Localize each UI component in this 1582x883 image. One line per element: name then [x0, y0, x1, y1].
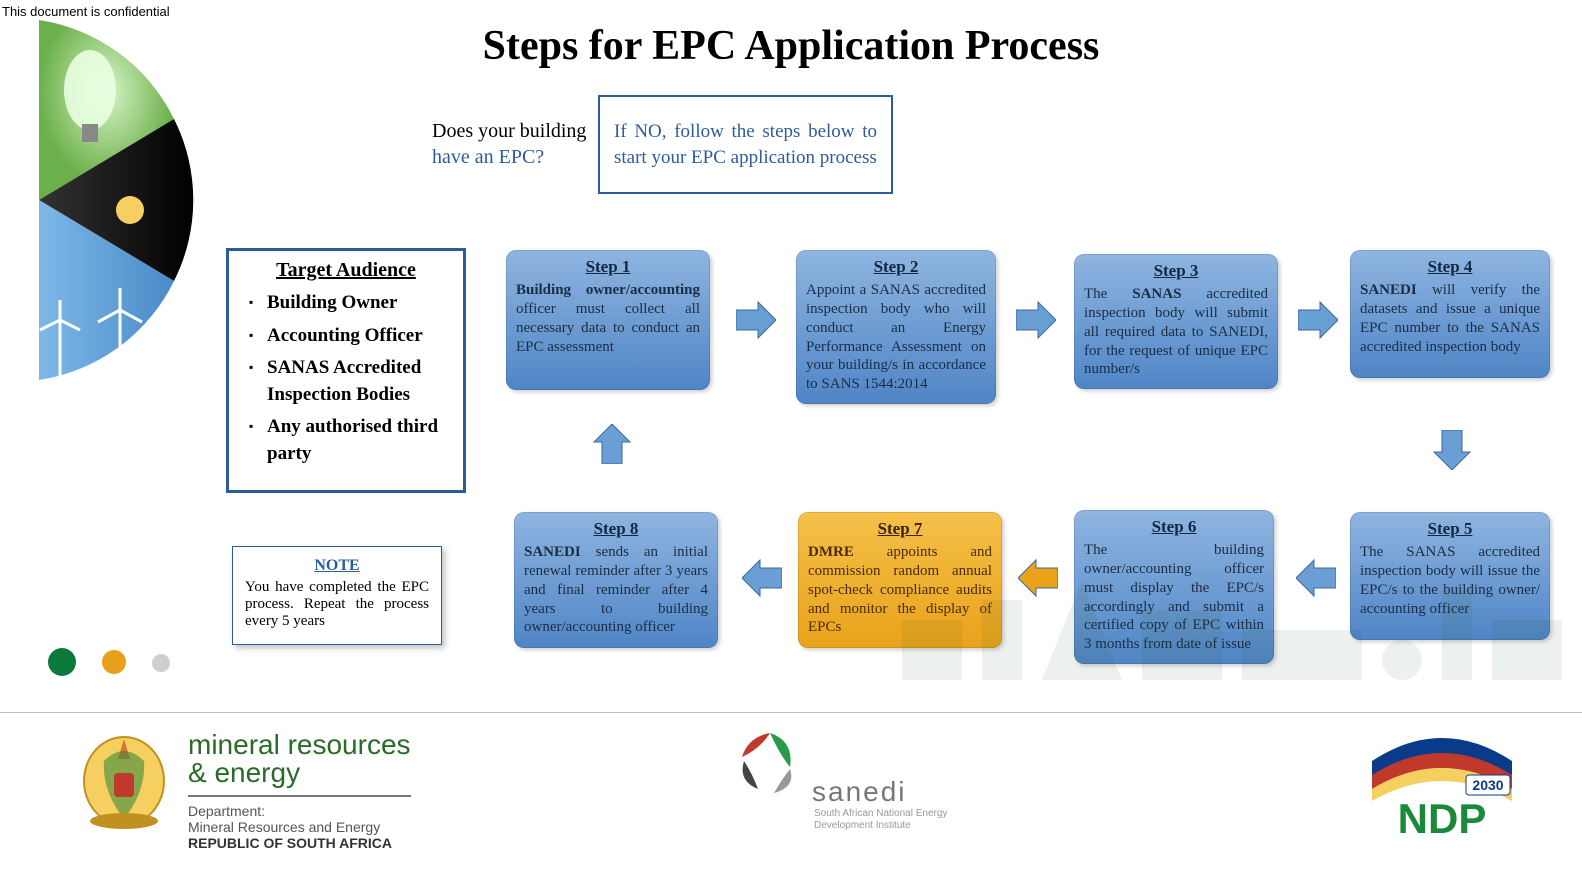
- mre-title-1: mineral resources: [188, 731, 411, 759]
- step-body: The SANAS accredited inspection body wil…: [1084, 286, 1268, 377]
- target-audience-box: Target Audience Building Owner Accountin…: [226, 248, 466, 493]
- step-title: Step 1: [516, 256, 700, 277]
- callout-box: If NO, follow the steps below to start y…: [598, 95, 893, 194]
- step-body: SANEDI will verify the datasets and issu…: [1360, 282, 1540, 354]
- flow-arrow: [1298, 300, 1338, 340]
- dot-green: [48, 648, 76, 676]
- step-title: Step 4: [1360, 256, 1540, 277]
- audience-item: SANAS Accredited Inspection Bodies: [249, 355, 449, 408]
- audience-item: Building Owner: [249, 290, 449, 317]
- mre-title-2: & energy: [188, 759, 411, 787]
- step-box-s7: Step 7 DMRE appoints and commission rando…: [798, 512, 1002, 648]
- note-body: You have completed the EPC process. Repe…: [245, 579, 429, 629]
- step-title: Step 5: [1360, 518, 1540, 539]
- step-box-s1: Step 1 Building owner/accounting officer …: [506, 250, 710, 390]
- flow-arrow: [1018, 558, 1058, 598]
- footer-ndp: 2030 NDP: [1362, 731, 1522, 846]
- note-title: NOTE: [245, 557, 429, 575]
- step-box-s6: Step 6 The building owner/accounting offi…: [1074, 510, 1274, 664]
- dot-orange: [102, 650, 126, 674]
- mre-dept-3: REPUBLIC OF SOUTH AFRICA: [188, 835, 411, 851]
- mre-dept-2: Mineral Resources and Energy: [188, 819, 411, 835]
- question-line1: Does your building: [432, 120, 586, 142]
- step-body: The SANAS accredited inspection body wil…: [1360, 544, 1540, 616]
- step-box-s8: Step 8 SANEDI sends an initial renewal re…: [514, 512, 718, 648]
- sanedi-wordmark: sanedi: [812, 776, 947, 808]
- flow-arrow: [742, 558, 782, 598]
- sanedi-sub-2: Development Institute: [814, 820, 947, 832]
- step-title: Step 6: [1084, 516, 1264, 537]
- page-title: Steps for EPC Application Process: [0, 22, 1582, 70]
- step-box-s4: Step 4 SANEDI will verify the datasets an…: [1350, 250, 1550, 378]
- pie-graphic: [0, 20, 210, 420]
- pager-dots: [48, 648, 192, 681]
- step-box-s5: Step 5 The SANAS accredited inspection bo…: [1350, 512, 1550, 640]
- footer: mineral resources & energy Department: M…: [0, 712, 1582, 882]
- sa-crest-icon: [74, 731, 174, 831]
- step-body: DMRE appoints and commission random annu…: [808, 544, 992, 635]
- step-body: SANEDI sends an initial renewal reminder…: [524, 544, 708, 635]
- flow-arrow: [1016, 300, 1056, 340]
- confidential-label: This document is confidential: [2, 4, 170, 19]
- question-line2: have an EPC?: [432, 146, 544, 168]
- sanedi-logo-icon: [730, 727, 810, 797]
- flow-arrow: [1296, 558, 1336, 598]
- audience-item: Accounting Officer: [249, 323, 449, 350]
- svg-text:2030: 2030: [1472, 777, 1503, 793]
- step-title: Step 8: [524, 518, 708, 539]
- step-body: Building owner/accounting officer must c…: [516, 282, 700, 354]
- step-box-s3: Step 3 The SANAS accredited inspection bo…: [1074, 254, 1278, 389]
- audience-title: Target Audience: [243, 259, 449, 282]
- footer-sanedi: sanedi South African National Energy Dev…: [730, 727, 947, 832]
- step-title: Step 7: [808, 518, 992, 539]
- ndp-logo-icon: 2030 NDP: [1362, 731, 1522, 841]
- question-text: Does your building have an EPC?: [432, 118, 586, 170]
- flow-arrow: [736, 300, 776, 340]
- audience-item: Any authorised third party: [249, 414, 449, 467]
- note-box: NOTE You have completed the EPC process.…: [232, 546, 442, 645]
- step-title: Step 3: [1084, 260, 1268, 281]
- sanedi-sub-1: South African National Energy: [814, 808, 947, 820]
- dot-grey: [152, 654, 170, 672]
- step-body: Appoint a SANAS accredited inspection bo…: [806, 282, 986, 392]
- step-body: The building owner/accounting officer mu…: [1084, 542, 1264, 652]
- svg-text:NDP: NDP: [1398, 795, 1487, 841]
- mre-dept: Department:: [188, 803, 411, 819]
- flow-arrow: [592, 424, 632, 464]
- flow-arrow: [1432, 430, 1472, 470]
- step-box-s2: Step 2 Appoint a SANAS accredited inspect…: [796, 250, 996, 404]
- footer-mre: mineral resources & energy Department: M…: [74, 731, 411, 851]
- step-title: Step 2: [806, 256, 986, 277]
